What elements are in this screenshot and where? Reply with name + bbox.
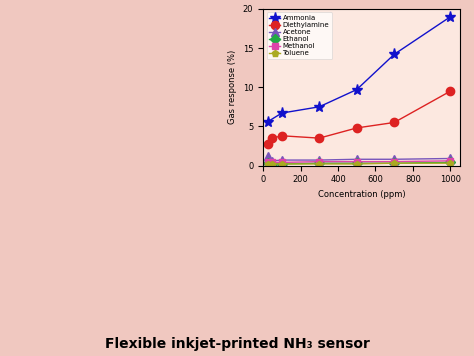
Methanol bbox=[317, 159, 322, 164]
Toluene bbox=[354, 162, 360, 166]
Methanol bbox=[279, 160, 285, 164]
Ammonia bbox=[279, 111, 285, 115]
Diethylamine bbox=[392, 120, 397, 125]
Ethanol bbox=[447, 160, 453, 164]
Methanol bbox=[447, 159, 453, 163]
Ethanol bbox=[317, 161, 322, 165]
Ammonia bbox=[447, 15, 453, 19]
Toluene bbox=[270, 162, 275, 166]
Line: Ethanol: Ethanol bbox=[264, 159, 454, 167]
Line: Diethylamine: Diethylamine bbox=[264, 87, 455, 148]
Y-axis label: Gas response (%): Gas response (%) bbox=[228, 50, 237, 124]
Toluene bbox=[279, 162, 285, 166]
Acetone bbox=[265, 154, 271, 158]
Text: Flexible inkjet-printed NH₃ sensor: Flexible inkjet-printed NH₃ sensor bbox=[105, 337, 369, 351]
Toluene bbox=[392, 161, 397, 165]
Methanol bbox=[354, 159, 360, 164]
Line: Acetone: Acetone bbox=[264, 152, 455, 165]
Line: Toluene: Toluene bbox=[264, 160, 454, 167]
Ammonia bbox=[392, 52, 397, 57]
Ammonia bbox=[354, 88, 360, 92]
Methanol bbox=[265, 159, 271, 164]
Line: Ammonia: Ammonia bbox=[262, 11, 456, 127]
Ethanol bbox=[279, 162, 285, 166]
Diethylamine bbox=[317, 136, 322, 140]
Ethanol bbox=[392, 161, 397, 165]
Acetone bbox=[279, 158, 285, 162]
Acetone bbox=[317, 158, 322, 162]
Diethylamine bbox=[447, 89, 453, 93]
Ethanol bbox=[270, 162, 275, 166]
Diethylamine bbox=[354, 126, 360, 130]
Toluene bbox=[317, 162, 322, 166]
Legend: Ammonia, Diethylamine, Acetone, Ethanol, Methanol, Toluene: Ammonia, Diethylamine, Acetone, Ethanol,… bbox=[266, 12, 332, 59]
Acetone bbox=[354, 157, 360, 161]
Toluene bbox=[447, 161, 453, 165]
Acetone bbox=[270, 159, 275, 163]
Methanol bbox=[270, 160, 275, 164]
Ammonia bbox=[317, 105, 322, 109]
Ammonia bbox=[265, 120, 271, 124]
Line: Methanol: Methanol bbox=[264, 157, 454, 166]
Acetone bbox=[447, 156, 453, 161]
Ethanol bbox=[265, 161, 271, 165]
Methanol bbox=[392, 159, 397, 164]
Ethanol bbox=[354, 161, 360, 165]
Diethylamine bbox=[265, 141, 271, 146]
Acetone bbox=[392, 157, 397, 161]
Toluene bbox=[265, 162, 271, 166]
X-axis label: Concentration (ppm): Concentration (ppm) bbox=[318, 190, 405, 199]
Diethylamine bbox=[279, 134, 285, 138]
Diethylamine bbox=[270, 136, 275, 140]
